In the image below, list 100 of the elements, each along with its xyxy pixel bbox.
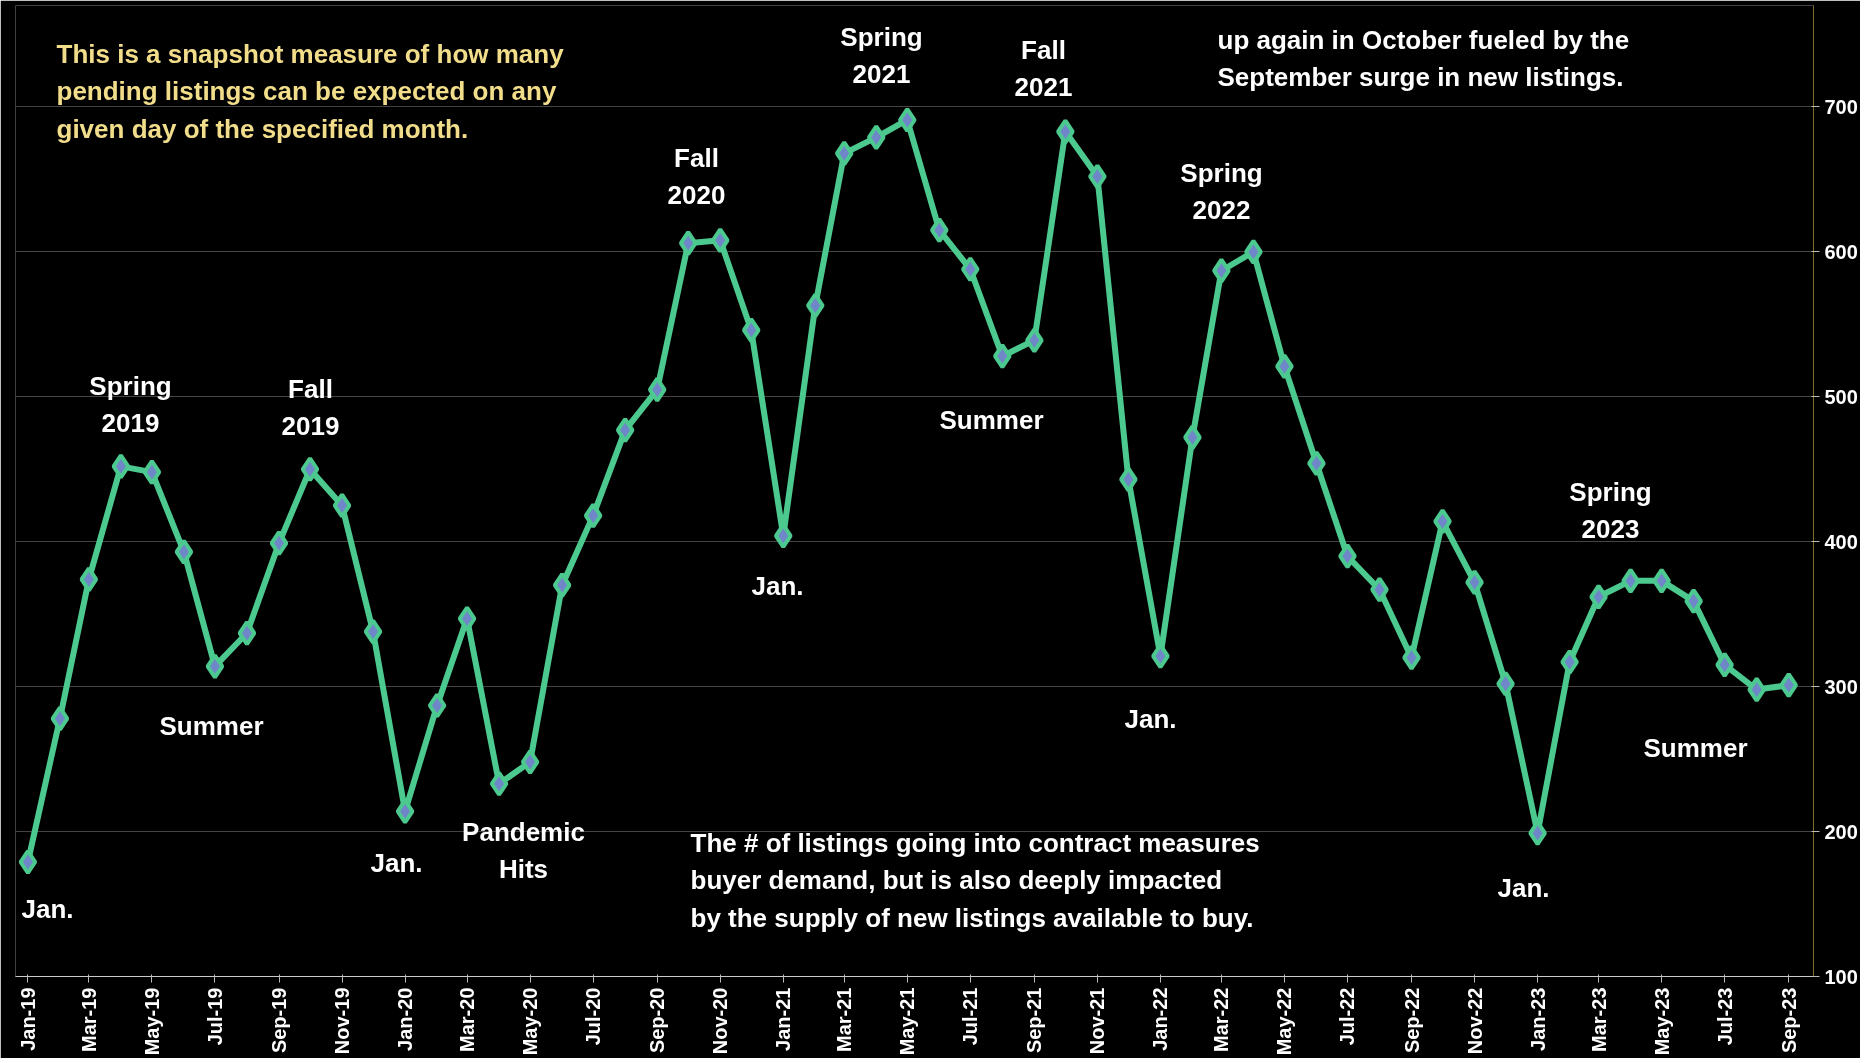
point	[427, 692, 447, 719]
point	[834, 140, 854, 167]
point	[1652, 567, 1671, 594]
point	[1244, 238, 1263, 265]
point	[805, 292, 825, 319]
x-tick-label: May-23	[1650, 987, 1673, 1056]
point	[1402, 644, 1421, 671]
point	[897, 106, 917, 133]
annotation: The # of listings going into contract measures buyer demand, but is also deeply impacted by the supply of new listings available to buy.	[690, 827, 1260, 933]
point	[111, 453, 131, 480]
x-tick-label: Jan-20	[394, 987, 417, 1051]
point	[18, 849, 38, 876]
x-tick-label: Nov-22	[1463, 987, 1486, 1055]
x-tick-label: Jul-21	[959, 987, 982, 1046]
x-tick-label: Jan-22	[1149, 987, 1172, 1051]
point	[1307, 450, 1326, 477]
annotation: Spring 2021	[840, 21, 923, 90]
x-tick-label: Mar-21	[833, 987, 856, 1052]
point	[1496, 670, 1515, 697]
point	[552, 572, 572, 599]
point	[1119, 466, 1138, 493]
annotation: Jan.	[370, 847, 423, 878]
x-tick-label: Sep-20	[646, 987, 669, 1054]
x-tick-label: May-20	[519, 987, 542, 1056]
x-tick-label: Nov-20	[709, 987, 732, 1055]
x-tick-label: Jan-23	[1526, 987, 1549, 1051]
point	[993, 343, 1012, 370]
annotation: Jan.	[751, 570, 804, 601]
annotation: Summer	[939, 404, 1044, 435]
point	[363, 618, 383, 645]
point	[489, 770, 509, 797]
point	[269, 530, 289, 557]
x-tick-label: Jul-22	[1336, 987, 1359, 1046]
point	[583, 502, 603, 529]
y-tick-label: 100	[1824, 965, 1858, 988]
annotation: Spring 2023	[1569, 476, 1652, 545]
point	[332, 492, 352, 519]
y-tick-label: 500	[1824, 385, 1858, 408]
x-tick-label: May-22	[1273, 987, 1296, 1056]
point	[1715, 651, 1734, 678]
annotation: Spring 2022	[1180, 157, 1263, 226]
point	[457, 605, 477, 632]
y-tick-label: 300	[1824, 675, 1858, 698]
annotation: Jan.	[1124, 703, 1177, 734]
point	[1370, 576, 1389, 603]
y-tick-label: 400	[1824, 530, 1858, 553]
x-tick-label: Jan-19	[16, 987, 39, 1051]
x-tick-label: Jul-19	[203, 987, 226, 1046]
annotation: Fall 2019	[281, 373, 340, 442]
x-tick-label: Mar-22	[1210, 987, 1233, 1052]
point	[79, 566, 99, 593]
point	[174, 538, 194, 565]
point	[929, 217, 949, 244]
annotation: Jan.	[1497, 872, 1550, 903]
point	[1589, 583, 1608, 610]
point	[1212, 257, 1231, 284]
point	[1056, 118, 1075, 145]
point	[1025, 327, 1044, 354]
point	[1747, 676, 1766, 703]
point	[300, 456, 320, 483]
point	[615, 417, 635, 444]
point	[678, 230, 698, 257]
x-tick-label: Jan-21	[772, 987, 795, 1051]
y-tick-label: 600	[1824, 240, 1858, 263]
x-tick-label: Jul-23	[1713, 987, 1736, 1046]
annotation: Fall 2021	[1014, 34, 1073, 103]
x-tick-label: Jul-20	[582, 987, 605, 1046]
annotation: Spring 2019	[89, 370, 172, 439]
point	[1560, 649, 1579, 676]
point	[866, 124, 886, 151]
annotation: This is a snapshot measure of how many pending listings can be expected on any given day of the specified month.	[56, 38, 565, 144]
point	[710, 227, 730, 254]
x-tick-label: Sep-23	[1777, 987, 1800, 1054]
point	[237, 620, 257, 647]
y-tick-label: 700	[1824, 95, 1858, 118]
point	[1088, 163, 1107, 190]
x-tick-label: May-21	[896, 987, 919, 1056]
point	[1275, 353, 1294, 380]
annotation: Fall 2020	[667, 142, 726, 211]
point	[142, 459, 162, 486]
point	[960, 256, 980, 283]
x-tick-label: Mar-20	[456, 987, 479, 1052]
point	[205, 653, 225, 680]
y-tick-label: 200	[1824, 820, 1858, 843]
x-tick-label: Sep-22	[1400, 987, 1423, 1054]
x-tick-label: Nov-21	[1086, 987, 1109, 1055]
point	[1183, 424, 1202, 451]
point	[50, 705, 70, 732]
annotation: Summer	[1643, 732, 1748, 763]
point	[1465, 569, 1484, 596]
x-tick-label: Nov-19	[331, 987, 354, 1055]
point	[520, 749, 540, 776]
x-tick-label: Sep-21	[1023, 987, 1046, 1054]
point	[647, 376, 667, 403]
x-tick-label: Mar-19	[77, 987, 100, 1052]
point	[1338, 543, 1357, 570]
point	[1621, 567, 1640, 594]
annotation: Summer	[159, 710, 264, 741]
annotation: Jan.	[21, 893, 74, 924]
x-tick-label: Mar-23	[1587, 987, 1610, 1052]
